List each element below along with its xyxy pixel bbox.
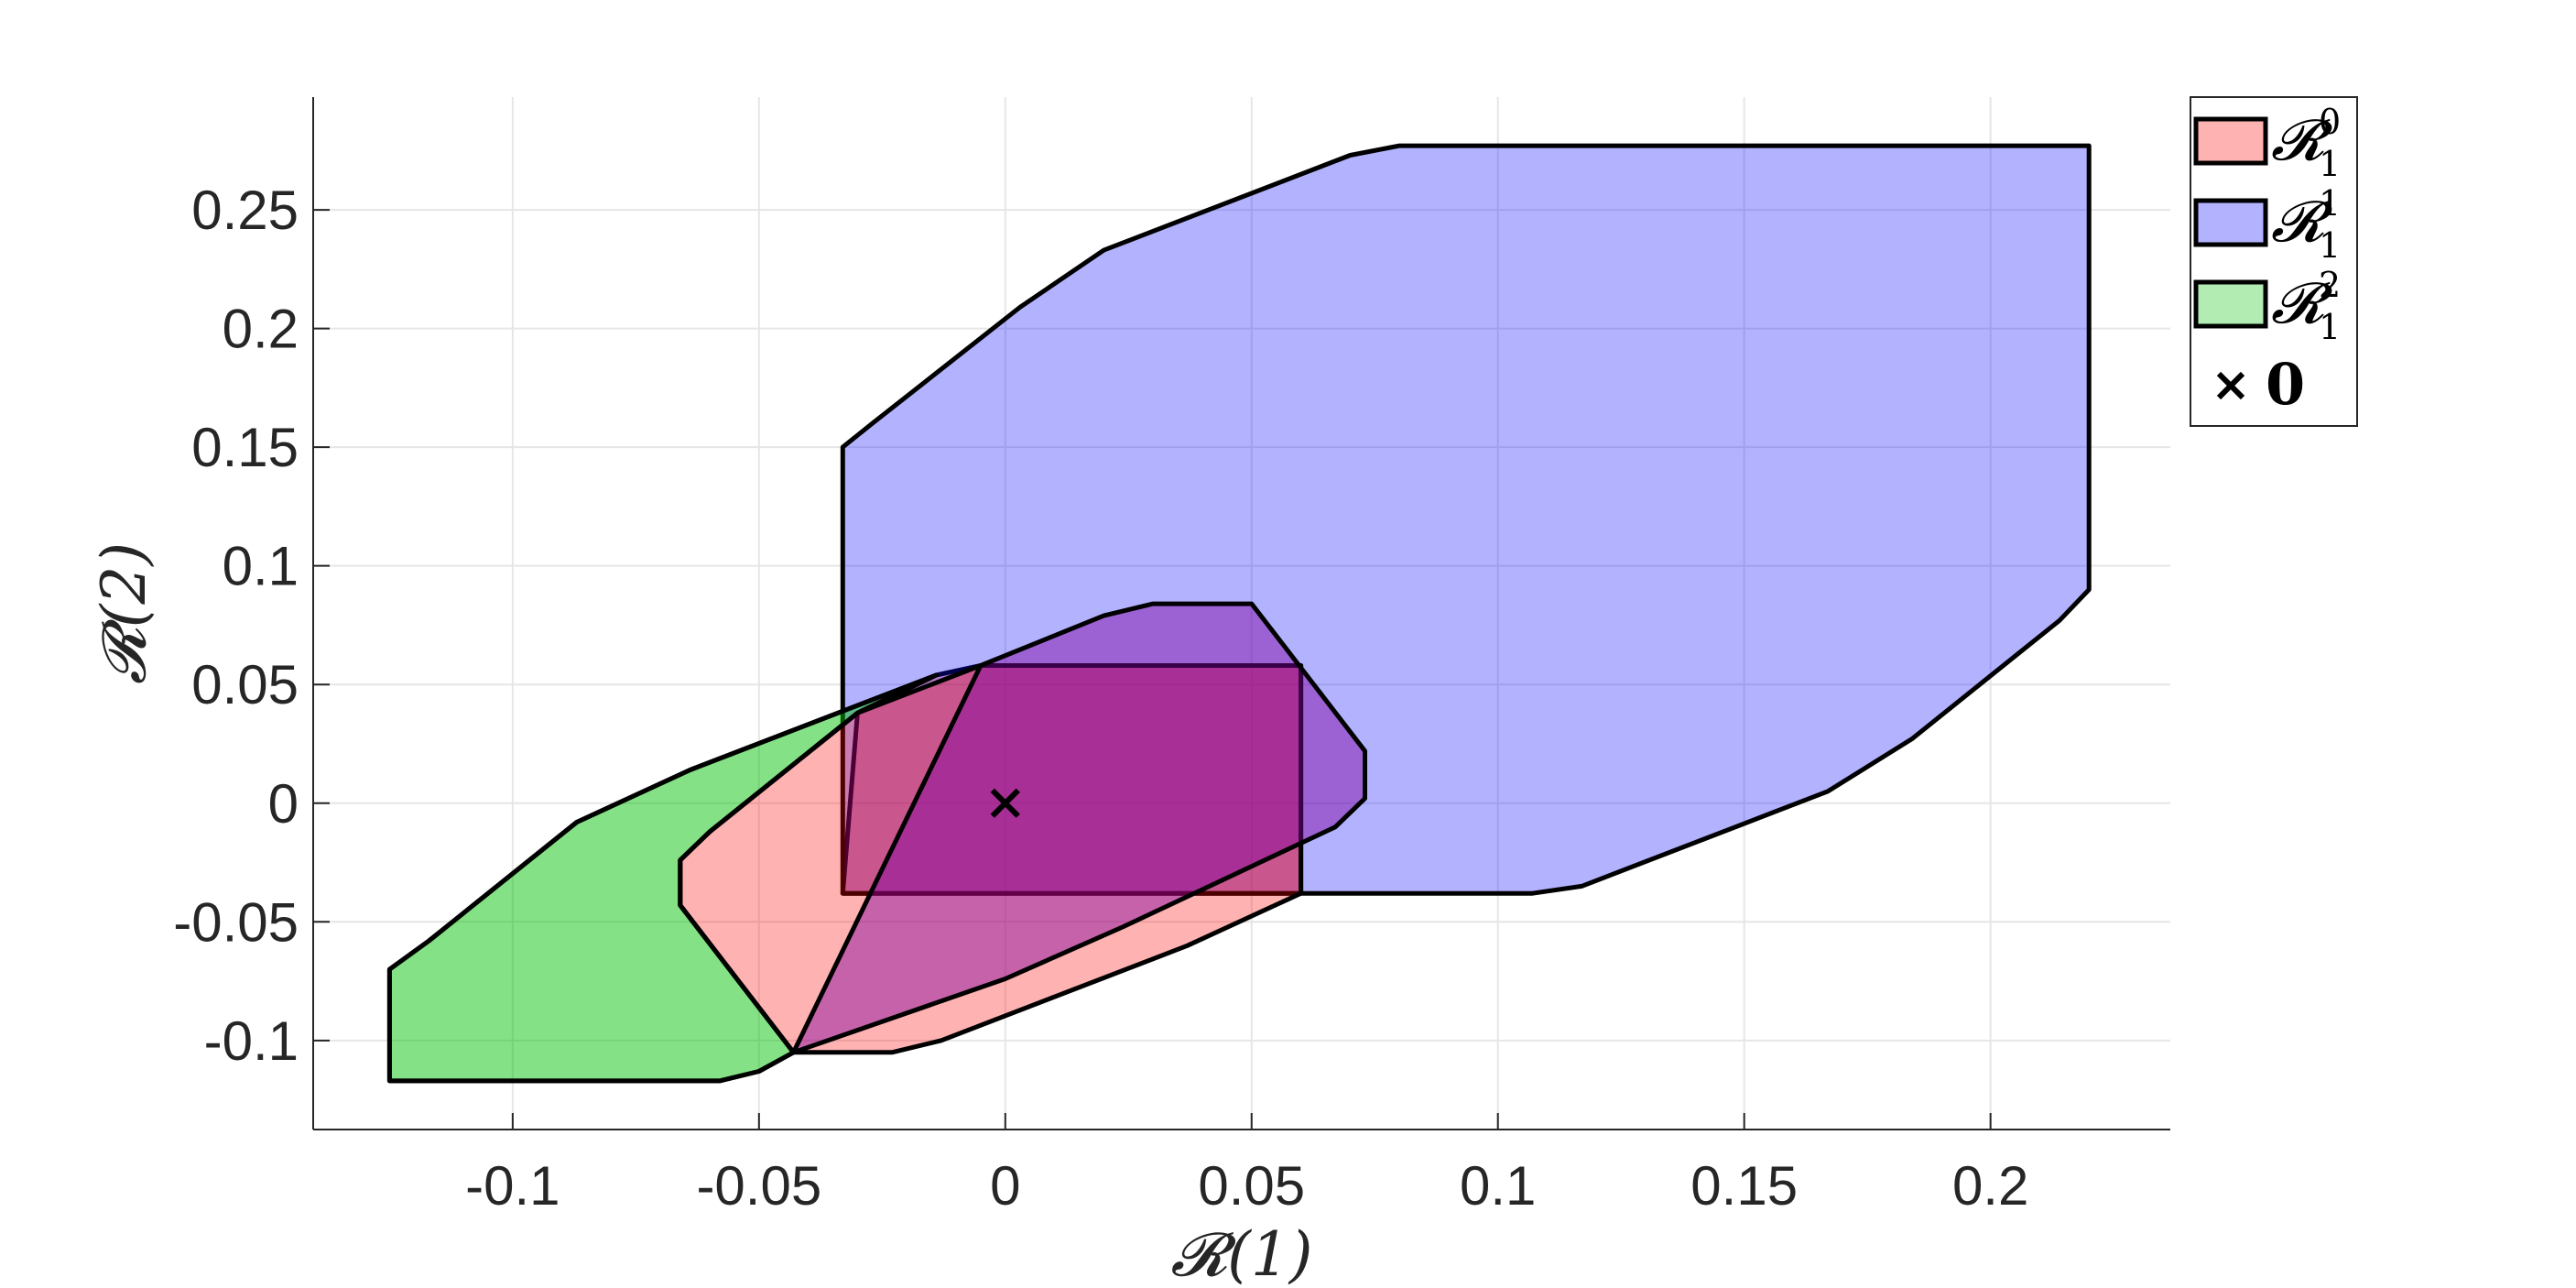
- legend-label-sup: 0: [2319, 102, 2341, 142]
- legend-label-sub: 1: [2319, 225, 2341, 266]
- legend-label-sup: 1: [2319, 183, 2341, 224]
- legend-label-sub: 1: [2319, 144, 2341, 184]
- x-tick-label: 0: [990, 1155, 1020, 1217]
- legend-box: [2190, 96, 2358, 427]
- region-fills: [386, 143, 2092, 1084]
- legend-label: 𝓡: [2271, 106, 2333, 173]
- tick-labels: -0.1 -0.05 0 0.05 0.1 0.15 0.2 -0.1 -0.05 0 0.05 0.…: [173, 180, 2028, 1217]
- legend-swatch: [2193, 198, 2268, 247]
- legend-label-sup: 2: [2319, 265, 2341, 305]
- legend-marker-stroke: [2216, 371, 2245, 400]
- grid: [313, 97, 2170, 1130]
- x-tick-label: 0.2: [1952, 1155, 2028, 1217]
- y-tick-label: 0.15: [191, 417, 299, 478]
- region-r1-1: [840, 143, 2092, 896]
- x-tick-label: 0.1: [1460, 1155, 1536, 1217]
- x-tick-label: -0.05: [696, 1155, 821, 1217]
- region-r1-2-front: [386, 672, 939, 1084]
- y-axis-label: 𝓡(2): [89, 542, 159, 684]
- legend-swatch: [2193, 279, 2268, 329]
- y-tick-label: 0.25: [191, 180, 299, 241]
- origin-marker: [990, 788, 1020, 818]
- y-tick-label: -0.1: [204, 1010, 299, 1072]
- y-tick-label: 0.05: [191, 654, 299, 715]
- legend-label: 𝓡: [2271, 188, 2333, 255]
- origin-marker-stroke: [990, 788, 1020, 818]
- region-r1-1-lower: [791, 601, 1367, 1055]
- axes: [312, 97, 2170, 1130]
- legend-label: 𝓡: [2271, 269, 2333, 336]
- y-tick-label: 0.2: [223, 299, 299, 360]
- x-tick-label: -0.1: [465, 1155, 560, 1217]
- x-axis-label: 𝓡(1): [1170, 1219, 1312, 1288]
- y-tick-label: 0: [268, 773, 299, 835]
- x-tick-label: 0.05: [1198, 1155, 1305, 1217]
- legend-swatch: [2193, 116, 2268, 166]
- y-tick-label: 0.1: [223, 536, 299, 597]
- axis-labels: 𝓡(1) 𝓡(2): [89, 542, 1313, 1288]
- y-tick-label: -0.05: [173, 891, 299, 953]
- x-tick-label: 0.15: [1690, 1155, 1798, 1217]
- legend-label-sub: 1: [2319, 307, 2341, 347]
- legend-label-origin: 0: [2266, 351, 2305, 418]
